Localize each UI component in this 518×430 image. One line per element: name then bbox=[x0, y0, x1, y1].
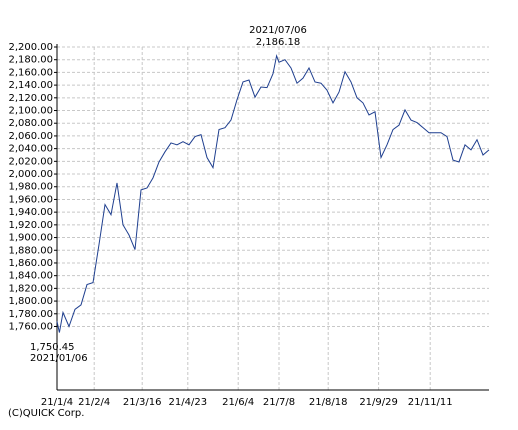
x-tick-label: 21/7/8 bbox=[263, 397, 295, 408]
x-tick-label: 21/2/4 bbox=[78, 397, 110, 408]
max-date: 2021/07/06 bbox=[249, 25, 307, 36]
y-tick-label: 1,980.00 bbox=[8, 182, 53, 193]
y-tick-label: 2,100.00 bbox=[8, 106, 53, 117]
y-tick-label: 1,960.00 bbox=[8, 194, 53, 205]
y-tick-label: 1,840.00 bbox=[8, 271, 53, 282]
y-tick-label: 1,920.00 bbox=[8, 220, 53, 231]
x-tick-label: 21/9/29 bbox=[359, 397, 398, 408]
y-tick-label: 1,860.00 bbox=[8, 258, 53, 269]
y-tick-label: 2,060.00 bbox=[8, 131, 53, 142]
max-value: 2,186.18 bbox=[256, 37, 301, 48]
y-tick-label: 2,200.00 bbox=[8, 42, 53, 53]
y-tick-label: 1,900.00 bbox=[8, 233, 53, 244]
copyright: (C)QUICK Corp. bbox=[8, 408, 84, 419]
y-tick-label: 1,880.00 bbox=[8, 245, 53, 256]
y-tick-label: 1,820.00 bbox=[8, 283, 53, 294]
y-tick-label: 1,800.00 bbox=[8, 296, 53, 307]
x-tick-label: 21/8/18 bbox=[309, 397, 348, 408]
x-tick-label: 21/4/23 bbox=[169, 397, 208, 408]
min-date: 2021/01/06 bbox=[30, 353, 88, 364]
x-tick-label: 21/3/16 bbox=[123, 397, 162, 408]
y-tick-label: 2,140.00 bbox=[8, 80, 53, 91]
line-series bbox=[56, 53, 490, 333]
y-tick-label: 1,780.00 bbox=[8, 309, 53, 320]
x-tick-label: 21/6/4 bbox=[222, 397, 254, 408]
y-tick-label: 2,020.00 bbox=[8, 156, 53, 167]
y-tick-label: 2,080.00 bbox=[8, 118, 53, 129]
y-tick-label: 2,000.00 bbox=[8, 169, 53, 180]
x-tick-label: 21/11/11 bbox=[408, 397, 453, 408]
y-tick-label: 2,040.00 bbox=[8, 144, 53, 155]
y-tick-label: 1,940.00 bbox=[8, 207, 53, 218]
y-tick-label: 1,760.00 bbox=[8, 321, 53, 332]
y-tick-label: 2,120.00 bbox=[8, 93, 53, 104]
y-tick-label: 2,180.00 bbox=[8, 55, 53, 66]
min-value: 1,750.45 bbox=[30, 342, 75, 353]
y-tick-label: 2,160.00 bbox=[8, 67, 53, 78]
x-tick-label: 21/1/4 bbox=[41, 397, 73, 408]
